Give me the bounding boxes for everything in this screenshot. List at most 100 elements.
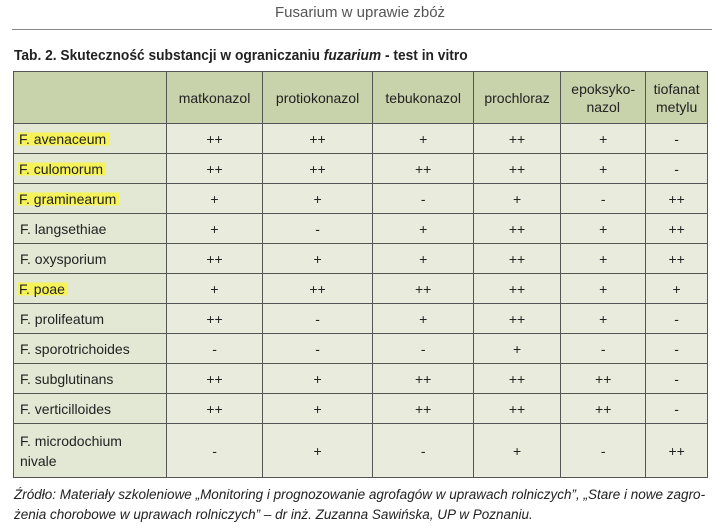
efficacy-cell: + (645, 273, 708, 304)
efficacy-cell: ++ (472, 363, 562, 394)
efficacy-cell: + (372, 243, 474, 274)
efficacy-cell: - (372, 423, 474, 478)
species-label: F. microdochium nivale (20, 432, 122, 469)
efficacy-cell: ++ (472, 243, 562, 274)
column-header: tiofanat metylu (645, 71, 708, 124)
efficacy-cell: ++ (166, 123, 263, 154)
efficacy-cell: ++ (472, 153, 562, 184)
efficacy-cell: - (645, 333, 708, 364)
efficacy-cell: ++ (472, 393, 562, 424)
table-row: F. sporotrichoides - - - + - - (12, 333, 708, 364)
species-label: F. langsethiae (20, 220, 107, 237)
species-name: F. prolifeatum (12, 303, 168, 334)
species-name: F. avenaceum (12, 123, 168, 154)
efficacy-cell: ++ (645, 423, 708, 478)
column-header: epoksyko-nazol (560, 71, 647, 124)
column-header: matkonazol (166, 71, 263, 124)
efficacy-cell: ++ (166, 363, 263, 394)
efficacy-cell: - (372, 183, 474, 214)
species-label: F. sporotrichoides (20, 340, 130, 357)
species-label: F. poae (18, 280, 68, 297)
header-row: matkonazol protiokonazol tebukonazol prochl… (12, 71, 708, 124)
efficacy-cell: - (166, 333, 263, 364)
source-caption: Źródło: Materiały szkoleniowe „Monitorin… (14, 487, 706, 522)
efficacy-cell: ++ (372, 363, 474, 394)
table-row: F. verticilloides ++ + ++ ++ ++ - (12, 393, 708, 424)
efficacy-table: matkonazol protiokonazol tebukonazol prochl… (12, 71, 708, 478)
species-label: F. graminearum (18, 190, 120, 207)
table-row: F. culomorum ++ ++ ++ ++ + - (12, 153, 708, 184)
efficacy-cell: - (645, 123, 708, 154)
species-label: F. subglutinans (20, 370, 114, 387)
efficacy-cell: ++ (472, 273, 562, 304)
efficacy-cell: + (372, 123, 474, 154)
species-name: F. graminearum (12, 183, 168, 214)
efficacy-cell: + (261, 183, 374, 214)
species-label: F. prolifeatum (20, 310, 105, 327)
species-name: F. subglutinans (12, 363, 168, 394)
efficacy-cell: ++ (645, 243, 708, 274)
efficacy-cell: + (560, 243, 647, 274)
efficacy-cell: + (261, 243, 374, 274)
efficacy-cell: ++ (372, 393, 474, 424)
table-row: F. avenaceum ++ ++ + ++ + - (12, 123, 708, 154)
efficacy-cell: + (560, 213, 647, 244)
efficacy-cell: - (645, 393, 708, 424)
column-header: protiokonazol (261, 71, 374, 124)
species-name: F. oxysporium (12, 243, 168, 274)
efficacy-cell: - (645, 363, 708, 394)
table-row: F. graminearum + + - + - ++ (12, 183, 708, 214)
efficacy-cell: + (261, 393, 374, 424)
table-row: F. langsethiae + - + ++ + ++ (12, 213, 708, 244)
efficacy-cell: + (166, 273, 263, 304)
column-header: prochloraz (472, 71, 562, 124)
efficacy-cell: + (560, 153, 647, 184)
efficacy-cell: ++ (261, 273, 374, 304)
efficacy-cell: ++ (261, 123, 374, 154)
efficacy-cell: - (261, 333, 374, 364)
species-label: F. verticilloides (20, 400, 112, 417)
efficacy-cell: + (372, 303, 474, 334)
efficacy-cell: ++ (560, 363, 647, 394)
species-name: F. poae (12, 273, 168, 304)
efficacy-cell: ++ (472, 123, 562, 154)
table-row: F. prolifeatum ++ - + ++ + - (12, 303, 708, 334)
efficacy-cell: ++ (472, 303, 562, 334)
efficacy-cell: ++ (261, 153, 374, 184)
efficacy-cell: ++ (372, 273, 474, 304)
table-row: F. subglutinans ++ + ++ ++ ++ - (12, 363, 708, 394)
efficacy-cell: - (645, 153, 708, 184)
running-header: Fusarium w uprawie zbóż (274, 4, 446, 21)
species-label: F. avenaceum (18, 130, 110, 147)
species-label: F. culomorum (18, 160, 107, 177)
efficacy-cell: ++ (166, 243, 263, 274)
efficacy-cell: ++ (166, 303, 263, 334)
efficacy-cell: + (372, 213, 474, 244)
species-name: F. culomorum (12, 153, 168, 184)
efficacy-cell: ++ (372, 153, 474, 184)
efficacy-cell: ++ (472, 213, 562, 244)
efficacy-cell: + (472, 183, 562, 214)
table-row: F. microdochium nivale - + - + - ++ (12, 423, 708, 478)
species-name: F. verticilloides (12, 393, 168, 424)
efficacy-cell: + (472, 333, 562, 364)
efficacy-cell: - (372, 333, 474, 364)
efficacy-cell: ++ (560, 393, 647, 424)
title-suffix: - test in vitro (381, 48, 468, 64)
efficacy-cell: + (166, 183, 263, 214)
table-title: Tab. 2. Skuteczność substancji w ogranic… (14, 48, 468, 64)
title-prefix: Tab. 2. Skuteczność substancji w ogranic… (14, 48, 324, 64)
species-name: F. microdochium nivale (12, 423, 168, 478)
efficacy-cell: ++ (166, 153, 263, 184)
efficacy-cell: - (560, 183, 647, 214)
efficacy-cell: - (645, 303, 708, 334)
efficacy-cell: ++ (166, 393, 263, 424)
efficacy-cell: - (560, 423, 647, 478)
efficacy-cell: ++ (645, 213, 708, 244)
efficacy-cell: - (166, 423, 263, 478)
species-label: F. oxysporium (20, 250, 107, 267)
table-row: F. oxysporium ++ + + ++ + ++ (12, 243, 708, 274)
efficacy-cell: + (166, 213, 263, 244)
efficacy-cell: + (560, 123, 647, 154)
table-row: F. poae + ++ ++ ++ + + (12, 273, 708, 304)
